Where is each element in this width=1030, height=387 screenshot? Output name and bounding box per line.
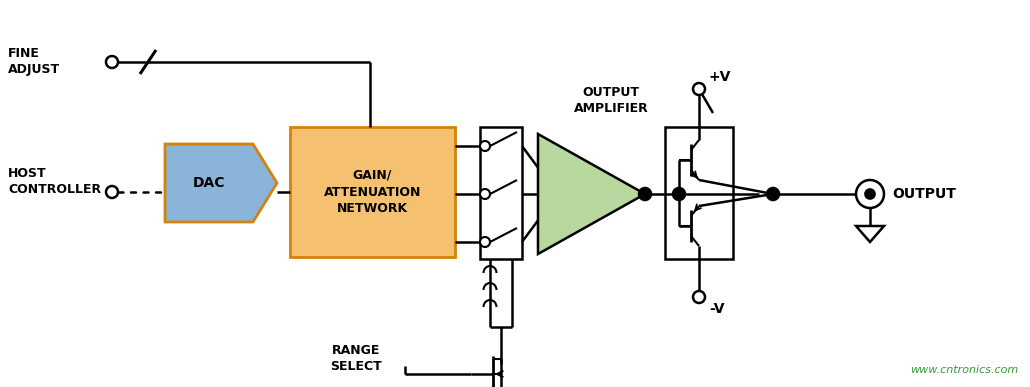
Circle shape <box>865 189 875 199</box>
Circle shape <box>480 237 490 247</box>
Circle shape <box>693 291 705 303</box>
Bar <box>480 127 522 259</box>
Text: RANGE
SELECT: RANGE SELECT <box>330 344 382 373</box>
Bar <box>665 127 733 259</box>
Circle shape <box>767 188 779 200</box>
Text: www.cntronics.com: www.cntronics.com <box>909 365 1018 375</box>
Text: GAIN/
ATTENUATION
NETWORK: GAIN/ ATTENUATION NETWORK <box>323 169 421 215</box>
Text: +V: +V <box>709 70 731 84</box>
Text: FINE
ADJUST: FINE ADJUST <box>8 47 60 76</box>
Circle shape <box>639 188 651 200</box>
Circle shape <box>693 83 705 95</box>
Text: DAC: DAC <box>193 176 226 190</box>
Text: OUTPUT
AMPLIFIER: OUTPUT AMPLIFIER <box>574 86 648 115</box>
Text: OUTPUT: OUTPUT <box>892 187 956 201</box>
Text: HOST
CONTROLLER: HOST CONTROLLER <box>8 167 101 196</box>
Circle shape <box>106 56 118 68</box>
Polygon shape <box>538 134 645 254</box>
Text: -V: -V <box>709 302 724 316</box>
Circle shape <box>480 141 490 151</box>
Polygon shape <box>856 226 884 242</box>
Polygon shape <box>165 144 277 222</box>
Bar <box>290 127 455 257</box>
Circle shape <box>856 180 884 208</box>
Circle shape <box>480 189 490 199</box>
Circle shape <box>106 186 118 198</box>
Circle shape <box>673 188 685 200</box>
